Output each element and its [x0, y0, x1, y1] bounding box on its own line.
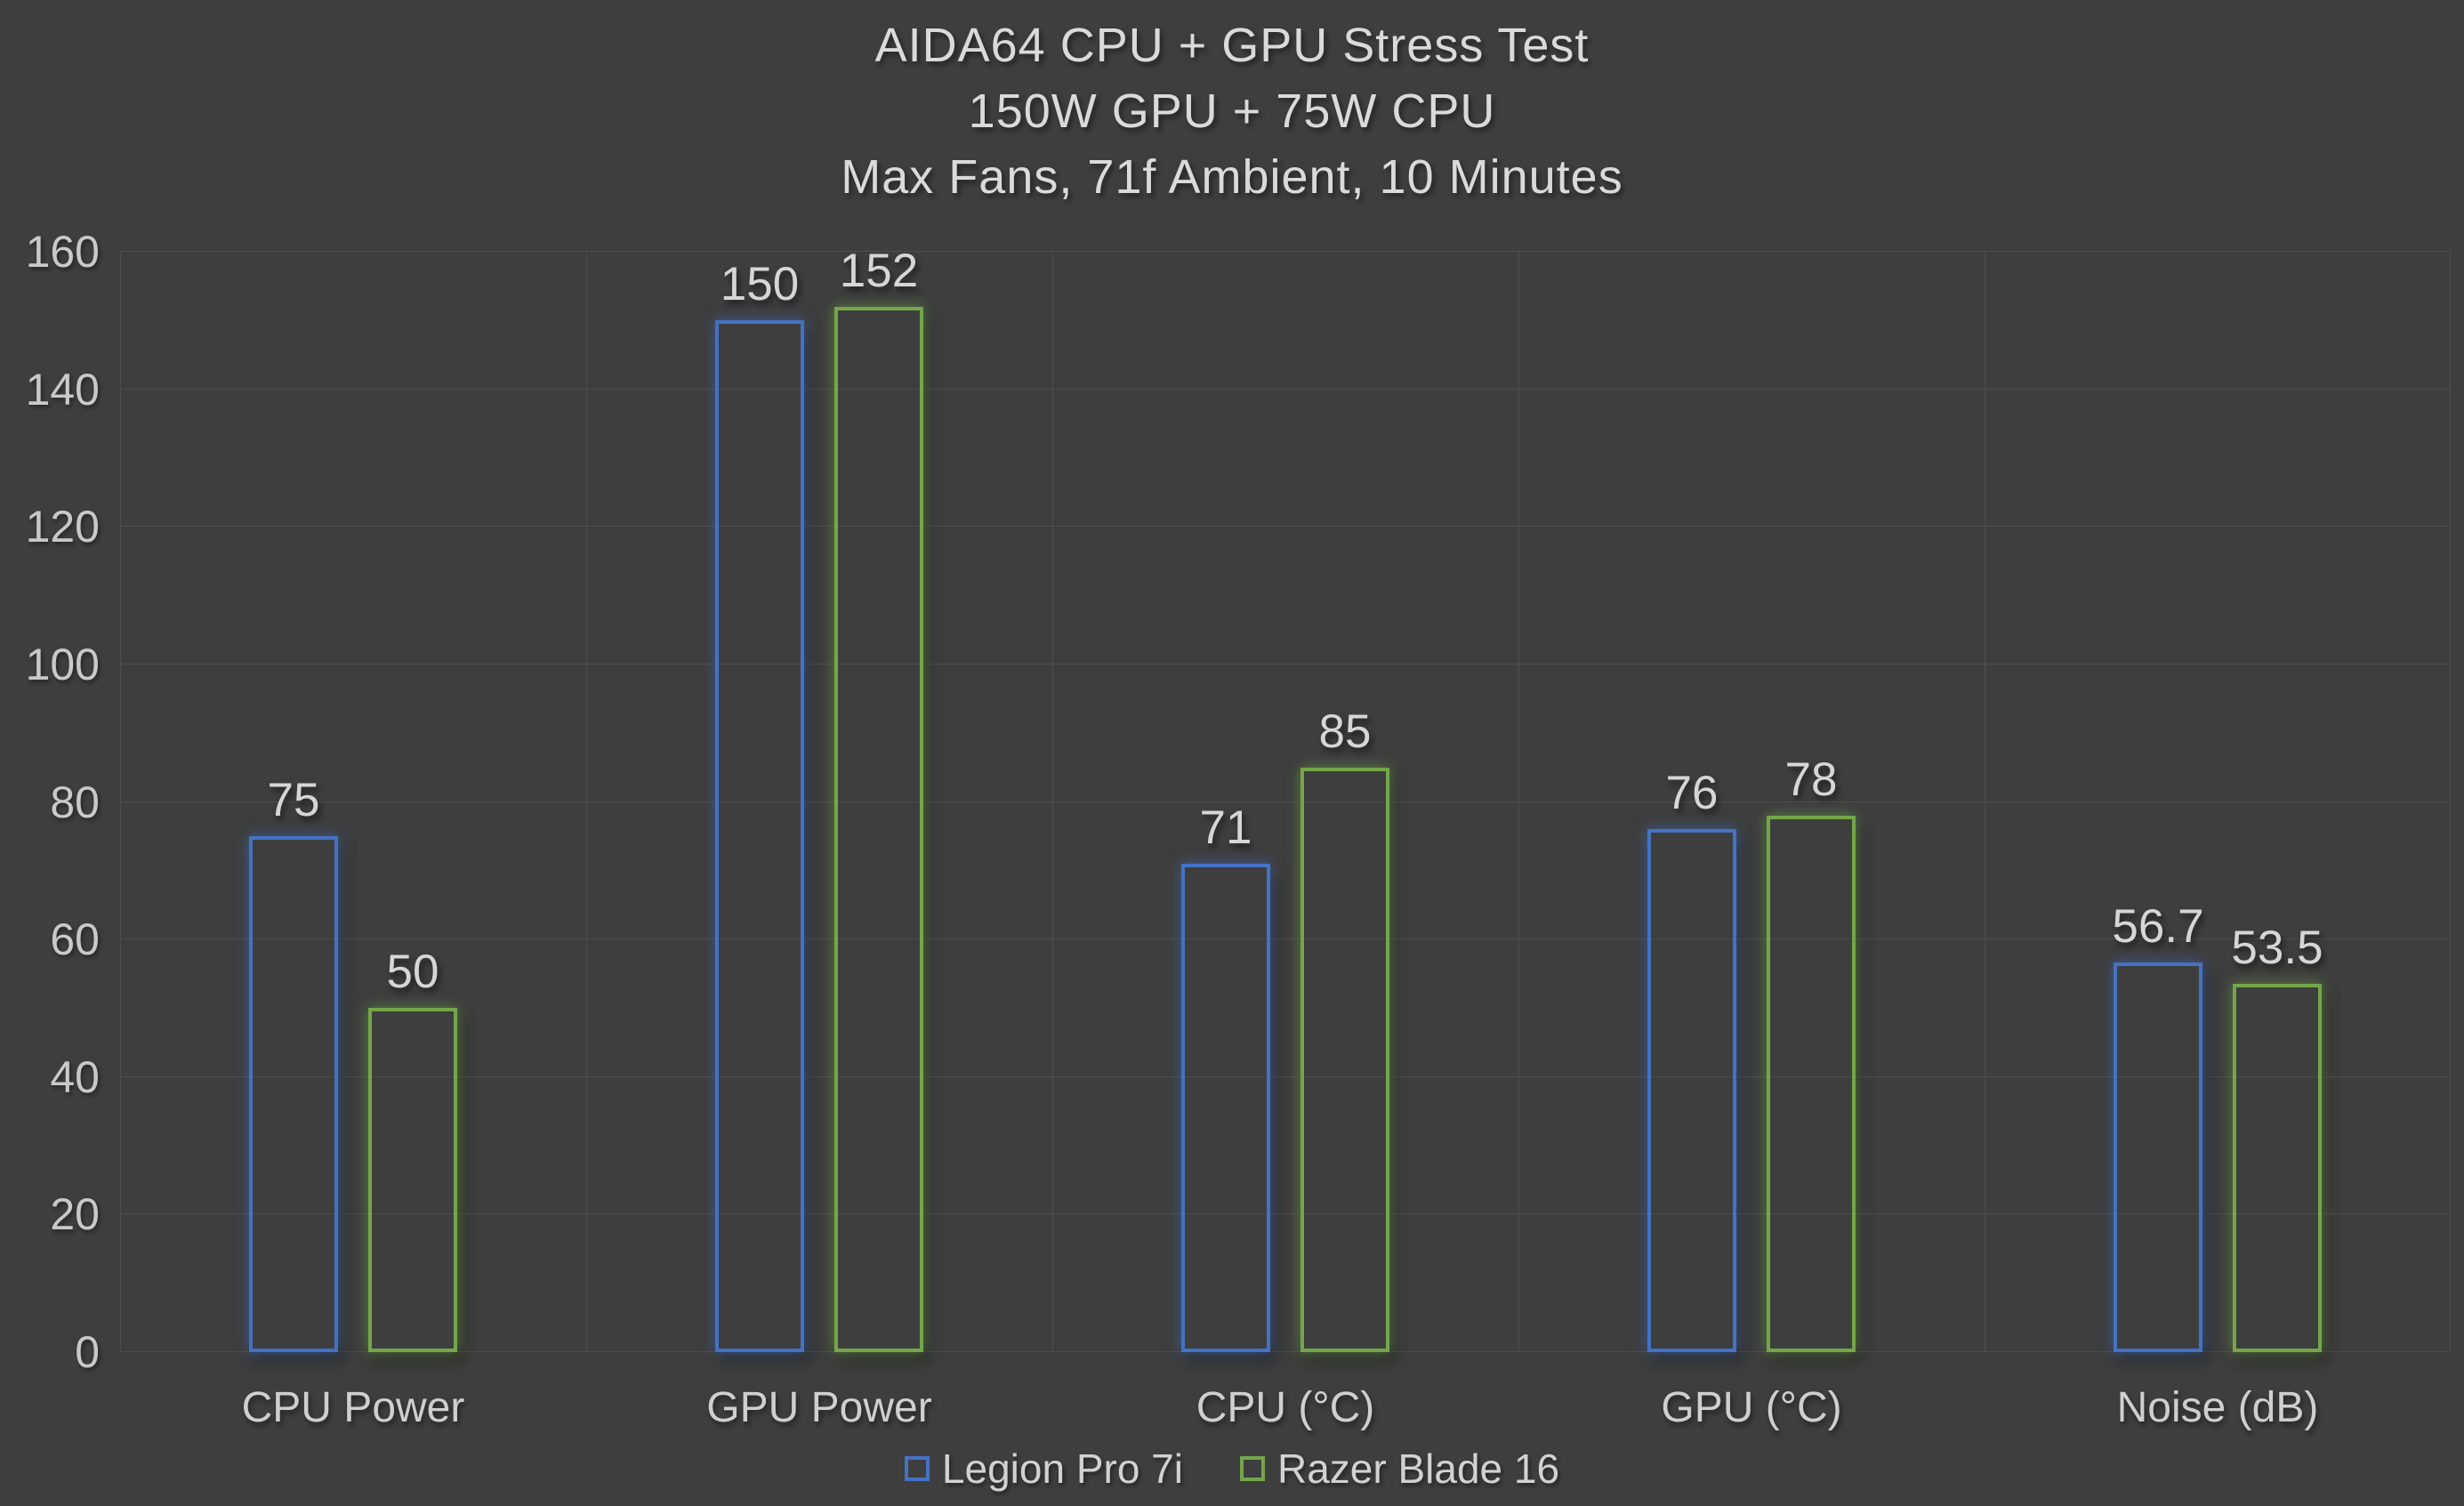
category-label: CPU Power [241, 1384, 465, 1431]
chart-title: AIDA64 CPU + GPU Stress Test 150W GPU + … [0, 12, 2464, 210]
bar-value-label: 78 [1784, 753, 1838, 806]
gridline-vertical [586, 252, 587, 1352]
gridline-horizontal [120, 1351, 2451, 1352]
legend-swatch-icon [1240, 1456, 1265, 1481]
y-tick-label: 0 [75, 1327, 100, 1377]
y-tick-label: 140 [25, 364, 100, 415]
legend-label: Razer Blade 16 [1277, 1446, 1560, 1492]
plot-area: 75 50 150 152 71 85 76 78 56.7 53.5 [120, 245, 2451, 1352]
y-tick-label: 20 [50, 1189, 100, 1240]
gridline-horizontal [120, 1213, 2451, 1215]
y-tick-label: 60 [50, 914, 100, 965]
legend-item-legion-pro-7i: Legion Pro 7i [904, 1445, 1183, 1493]
gridline-horizontal [120, 388, 2451, 390]
bar-value-label: 53.5 [2231, 922, 2323, 975]
bar-value-label: 85 [1318, 705, 1372, 758]
category-label: Noise (dB) [2116, 1384, 2319, 1431]
bar-value-label: 76 [1665, 767, 1719, 820]
bar-value-label: 50 [386, 946, 439, 999]
chart-title-line-1: AIDA64 CPU + GPU Stress Test [874, 19, 1590, 72]
bar-legion-pro-7i: 76 [1647, 767, 1736, 1352]
bar-group: 76 78 [1518, 252, 1985, 1352]
gridline-horizontal [120, 938, 2451, 940]
y-tick-label: 80 [50, 777, 100, 827]
legend-item-razer-blade-16: Razer Blade 16 [1240, 1445, 1559, 1493]
gridline-horizontal [120, 1075, 2451, 1077]
legend-swatch-icon [904, 1456, 930, 1481]
bar-razer-blade-16: 50 [368, 946, 457, 1352]
gridline-horizontal [120, 526, 2451, 528]
category-label: GPU (°C) [1661, 1384, 1842, 1431]
bar-legion-pro-7i: 75 [249, 774, 338, 1352]
bar-legion-pro-7i: 56.7 [2112, 900, 2204, 1352]
bar-group: 56.7 53.5 [1985, 252, 2451, 1352]
bar-razer-blade-16: 85 [1300, 705, 1389, 1352]
legend-label: Legion Pro 7i [941, 1446, 1183, 1492]
y-tick-label: 160 [25, 227, 100, 277]
bar-razer-blade-16: 53.5 [2231, 922, 2323, 1352]
bar-value-label: 150 [720, 258, 800, 311]
y-tick-label: 120 [25, 502, 100, 552]
y-tick-label: 100 [25, 639, 100, 689]
gridline-horizontal [120, 801, 2451, 802]
gridline-vertical [1052, 252, 1053, 1352]
y-tick-label: 40 [50, 1051, 100, 1102]
legend: Legion Pro 7i Razer Blade 16 [0, 1437, 2464, 1501]
category-label: CPU (°C) [1196, 1384, 1375, 1431]
bar-group: 71 85 [1052, 252, 1518, 1352]
bar-value-label: 152 [839, 244, 919, 297]
y-axis: 0 20 40 60 80 100 120 140 160 [0, 227, 100, 1377]
gridline-horizontal [120, 251, 2451, 252]
x-axis: CPU Power GPU Power CPU (°C) GPU (°C) Noise … [120, 1377, 2451, 1439]
bar-legion-pro-7i: 150 [715, 258, 804, 1352]
category-label: GPU Power [706, 1384, 932, 1431]
chart-title-line-3: Max Fans, 71f Ambient, 10 Minutes [841, 150, 1623, 204]
bar-value-label: 71 [1199, 801, 1252, 855]
bar-group: 150 152 [586, 245, 1052, 1352]
gridline-vertical [2450, 252, 2451, 1352]
bar-value-label: 75 [267, 774, 320, 827]
bar-razer-blade-16: 152 [834, 245, 923, 1352]
bar-legion-pro-7i: 71 [1181, 801, 1270, 1352]
gridline-vertical [120, 252, 121, 1352]
gridline-vertical [1518, 252, 1519, 1352]
chart-title-line-2: 150W GPU + 75W CPU [968, 85, 1496, 138]
bar-value-label: 56.7 [2112, 899, 2204, 953]
bar-razer-blade-16: 78 [1767, 753, 1856, 1352]
bar-group: 75 50 [120, 252, 586, 1352]
